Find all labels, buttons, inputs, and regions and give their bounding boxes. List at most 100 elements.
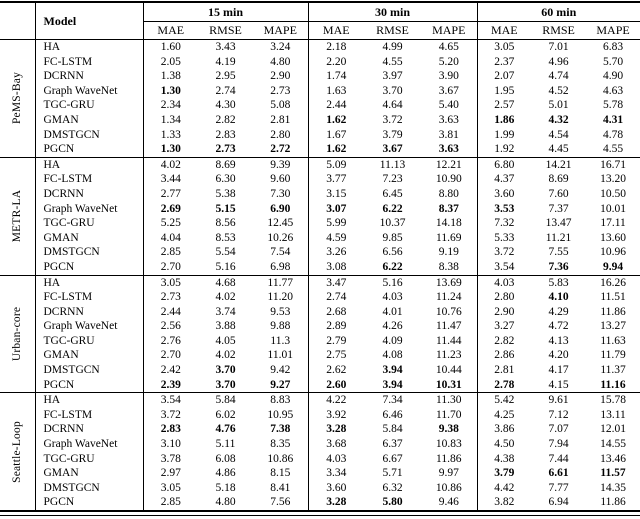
metric-value-cell: 4.32 <box>548 113 569 126</box>
metric-value-cell: 13.69 <box>421 274 478 291</box>
model-name: Graph WaveNet <box>34 83 143 99</box>
model-name: HA <box>34 156 143 173</box>
metric-value-cell: 9.46 <box>438 496 459 509</box>
metric-value-cell: 14.21 <box>531 156 587 173</box>
model-row: FC-LSTM 3.44 6.30 9.60 3.77 7.23 10.90 4.37 8.69… <box>0 172 640 187</box>
metric-value-cell: 11.24 <box>436 291 462 304</box>
metric-value-cell: 5.42 <box>476 392 532 408</box>
metric-value-cell: 10.86 <box>435 481 462 494</box>
metric-value-cell: 4.90 <box>602 70 624 83</box>
metric-value-cell: 6.22 <box>382 260 403 273</box>
metric-value-cell: 11.70 <box>436 408 462 421</box>
metric-header-rmse-30: RMSE <box>364 21 422 40</box>
metric-value-cell: 11.77 <box>253 274 309 291</box>
metric-value-cell: 6.90 <box>270 202 291 215</box>
metric-value-cell: 9.42 <box>270 364 291 377</box>
metric-value-cell: 8.35 <box>270 438 291 451</box>
metric-value-cell: 5.16 <box>215 260 236 273</box>
metric-value-cell: 4.86 <box>215 467 236 480</box>
metric-value-cell: 4.68 <box>198 274 253 291</box>
metric-value-cell: 3.67 <box>382 143 403 156</box>
metric-header-mape-15: MAPE <box>253 21 309 40</box>
metric-value-cell: 9.61 <box>531 392 587 408</box>
model-name: TGC-GRU <box>34 451 143 467</box>
metric-value-cell: 5.83 <box>531 274 587 291</box>
dataset-label-text: PeMS-Bay <box>11 72 24 125</box>
metric-value-cell: 4.38 <box>476 451 532 467</box>
metric-value-cell: 2.89 <box>307 319 365 334</box>
metric-value-cell: 8.38 <box>438 260 459 273</box>
model-name: PGCN <box>34 142 143 158</box>
metric-value-cell: 9.88 <box>270 320 291 333</box>
metric-value-cell: 12.21 <box>421 156 478 173</box>
metric-value-cell: 3.92 <box>307 407 365 423</box>
metric-value-cell: 6.67 <box>382 452 403 465</box>
metric-value-cell: 2.82 <box>215 113 236 126</box>
metric-value-cell: 10.01 <box>600 202 626 215</box>
metric-value-cell: 9.85 <box>382 231 403 244</box>
metric-value-cell: 1.67 <box>307 127 365 143</box>
metric-value-cell: 3.70 <box>215 378 236 391</box>
metric-value-cell: 6.61 <box>548 467 569 480</box>
metric-value-cell: 2.70 <box>142 348 198 364</box>
metric-value-cell: 1.60 <box>142 38 198 55</box>
model-row: GMAN 2.97 4.86 8.15 3.34 5.71 9.97 3.79 6.61 11.5… <box>0 466 640 481</box>
metric-value-cell: 5.08 <box>270 99 291 112</box>
metric-value-cell: 2.73 <box>215 143 236 156</box>
metric-value-cell: 3.60 <box>307 480 365 496</box>
metric-value-cell: 3.07 <box>307 201 365 217</box>
metric-value-cell: 3.54 <box>476 259 532 275</box>
metric-value-cell: 4.13 <box>548 334 569 347</box>
metric-value-cell: 7.36 <box>548 260 569 273</box>
metric-value-cell: 9.38 <box>438 423 459 436</box>
metric-value-cell: 11.63 <box>600 334 626 347</box>
metric-value-cell: 4.05 <box>215 334 236 347</box>
metric-value-cell: 4.15 <box>548 378 569 391</box>
metric-value-cell: 5.15 <box>215 202 236 215</box>
metric-value-cell: 2.44 <box>307 98 365 113</box>
metric-value-cell: 7.56 <box>270 496 291 509</box>
model-name: DMSTGCN <box>34 245 143 260</box>
metric-value-cell: 2.85 <box>142 495 198 511</box>
metric-value-cell: 3.63 <box>438 143 459 156</box>
metric-value-cell: 9.19 <box>438 246 459 259</box>
metric-value-cell: 7.12 <box>548 408 569 421</box>
model-name: DMSTGCN <box>34 363 143 378</box>
metric-value-cell: 3.05 <box>142 480 198 496</box>
metric-value-cell: 5.01 <box>548 99 569 112</box>
metric-value-cell: 7.30 <box>270 187 291 200</box>
metric-value-cell: 4.45 <box>548 143 569 156</box>
model-name: DCRNN <box>34 304 143 320</box>
metric-value-cell: 2.18 <box>307 38 365 55</box>
metric-value-cell: 4.01 <box>382 305 403 318</box>
metric-value-cell: 2.75 <box>307 348 365 364</box>
metric-value-cell: 3.94 <box>382 364 403 377</box>
metric-value-cell: 4.25 <box>476 407 532 423</box>
metric-value-cell: 2.97 <box>142 466 198 481</box>
metric-value-cell: 7.55 <box>548 246 569 259</box>
metric-value-cell: 4.09 <box>382 334 403 347</box>
metric-value-cell: 3.10 <box>142 437 198 452</box>
metric-value-cell: 8.53 <box>215 231 236 244</box>
metric-value-cell: 4.55 <box>602 143 624 156</box>
metric-value-cell: 3.81 <box>438 128 459 141</box>
metric-value-cell: 6.22 <box>382 202 403 215</box>
metric-value-cell: 13.11 <box>600 408 626 421</box>
metric-value-cell: 4.02 <box>215 349 236 362</box>
model-row: Graph WaveNet 2.69 5.15 6.90 3.07 6.22 8.37 3.5… <box>0 201 640 217</box>
model-row: TGC-GRU 5.25 8.56 12.45 5.99 10.37 14.18 7.32 13… <box>0 216 640 231</box>
metric-value-cell: 11.86 <box>600 496 626 509</box>
metric-value-cell: 14.35 <box>600 481 626 494</box>
metric-value-cell: 2.83 <box>215 128 236 141</box>
metric-header-mae-15: MAE <box>142 21 198 40</box>
model-row: DCRNN 2.77 5.38 7.30 3.15 6.45 8.80 3.60 7.60 10.… <box>0 186 640 202</box>
model-row: DMSTGCN 3.05 5.18 8.41 3.60 6.32 10.86 4.42 7.77… <box>0 480 640 496</box>
metric-value-cell: 5.16 <box>364 274 422 291</box>
metric-value-cell: 2.60 <box>307 377 365 393</box>
metric-value-cell: 12.45 <box>267 217 294 230</box>
metric-value-cell: 13.60 <box>600 231 626 244</box>
metric-value-cell: 11.3 <box>270 334 291 347</box>
dataset-section: Seattle-Loop HA 3.54 5.84 8.83 4.22 7.34 11.30 5… <box>0 392 640 511</box>
metric-value-cell: 4.02 <box>215 291 236 304</box>
metric-value-cell: 7.07 <box>548 423 569 436</box>
